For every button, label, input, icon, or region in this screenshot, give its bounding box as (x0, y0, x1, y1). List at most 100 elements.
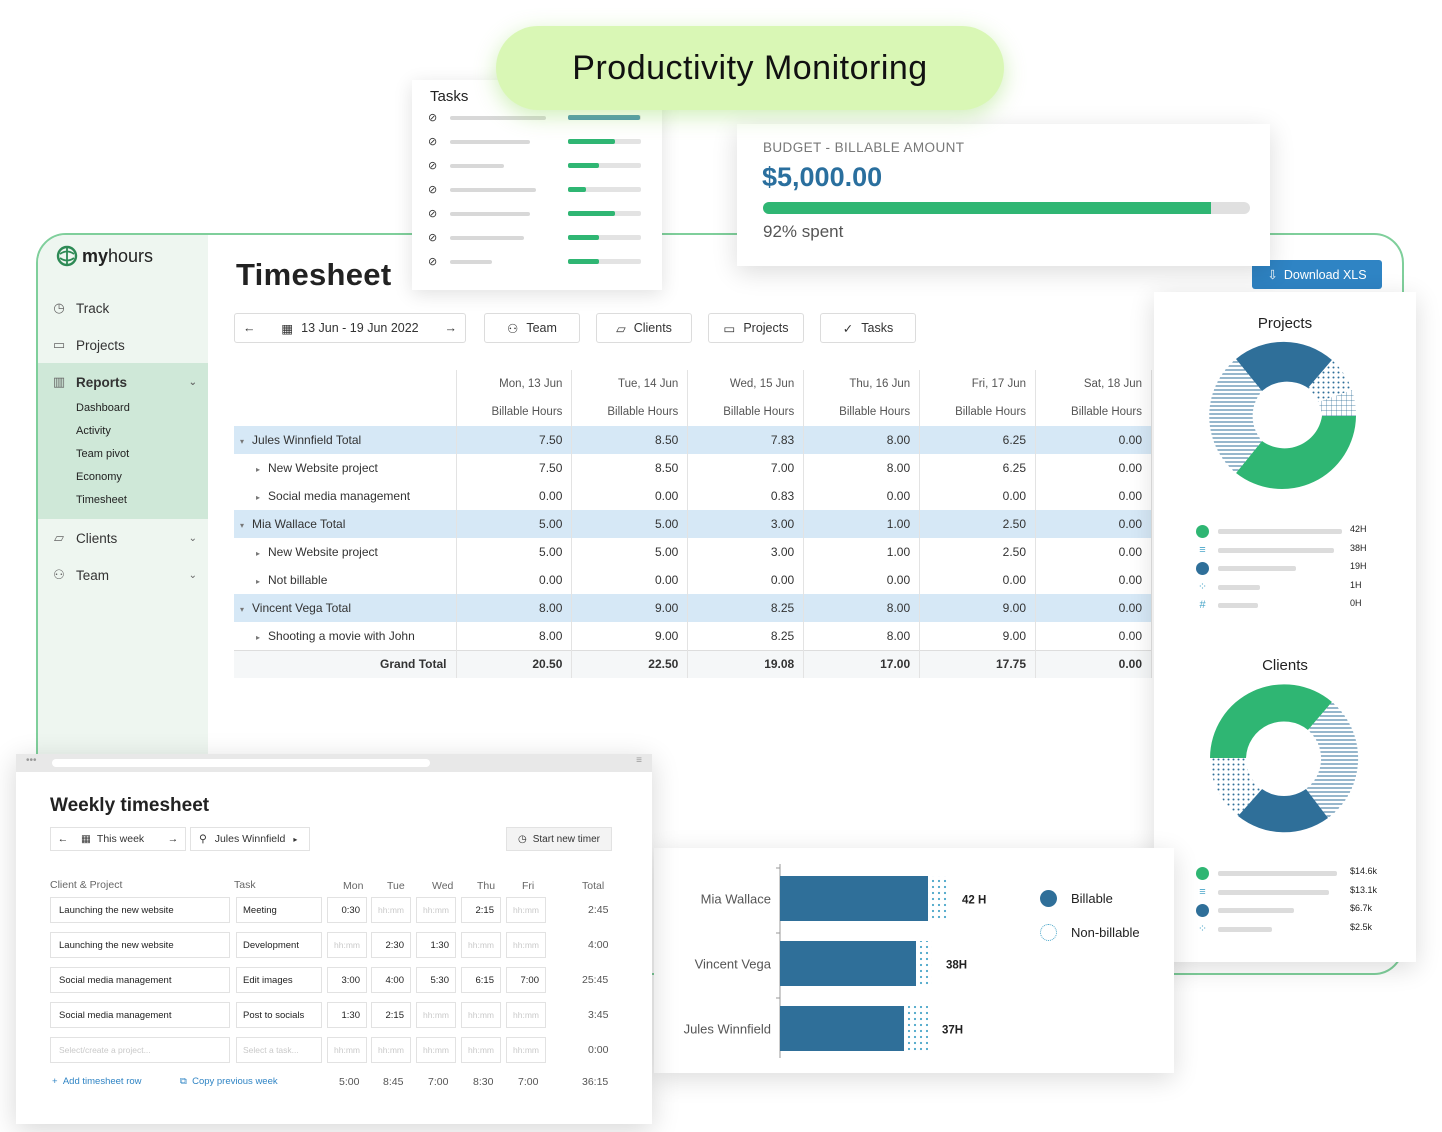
time-input[interactable]: hh:mm (461, 932, 501, 958)
time-input[interactable]: 7:00 (506, 967, 546, 993)
time-input[interactable]: hh:mm (416, 897, 456, 923)
time-input[interactable]: 6:15 (461, 967, 501, 993)
menu-icon[interactable]: ≡ (636, 755, 642, 766)
task-field[interactable]: Meeting (236, 897, 322, 923)
row-total: 2:45 (588, 904, 609, 916)
time-input[interactable]: hh:mm (371, 1037, 411, 1063)
project-row[interactable]: ▸ Shooting a movie with John 8.00 9.00 8.25 8… (234, 622, 1152, 650)
time-input[interactable]: hh:mm (506, 1002, 546, 1028)
calendar-icon: ▦ (281, 321, 294, 336)
arrow-left-icon[interactable]: ← (57, 833, 69, 845)
week-picker[interactable]: ← ▦ This week → (50, 827, 186, 851)
time-input[interactable]: hh:mm (506, 897, 546, 923)
project-field[interactable]: Launching the new website (50, 897, 230, 923)
arrow-right-icon[interactable]: → (444, 321, 458, 335)
check-circle-icon[interactable]: ⊘ (428, 256, 438, 268)
caret-right-icon[interactable]: ▸ (256, 493, 261, 502)
nav-reports[interactable]: ▥ Reports ⌄ (48, 367, 203, 397)
project-row[interactable]: ▸ New Website project 7.50 8.50 7.00 8.00 6.25… (234, 454, 1152, 482)
time-input[interactable]: hh:mm (506, 1037, 546, 1063)
person-total-row[interactable]: ▾ Mia Wallace Total 5.00 5.00 3.00 1.00 2.50 0.… (234, 510, 1152, 538)
project-field[interactable]: Select/create a project... (50, 1037, 230, 1063)
time-input-value: 1:30 (430, 939, 450, 951)
time-input[interactable]: hh:mm (327, 1037, 367, 1063)
time-input-value: hh:mm (334, 1045, 360, 1055)
caret-down-icon[interactable]: ▾ (240, 521, 245, 530)
filter-tasks-button[interactable]: ✓ Tasks (820, 313, 916, 343)
time-input[interactable]: 2:15 (461, 897, 501, 923)
row-label-text: Shooting a movie with John (268, 628, 415, 643)
copy-icon: ⧉ (180, 1076, 187, 1087)
nav-track[interactable]: ◷ Track (48, 293, 203, 323)
project-field[interactable]: Launching the new website (50, 932, 230, 958)
time-input[interactable]: hh:mm (506, 932, 546, 958)
caret-right-icon[interactable]: ▸ (256, 632, 261, 642)
time-input[interactable]: 3:00 (327, 967, 367, 993)
nav-projects[interactable]: ▭ Projects (48, 330, 203, 360)
task-progress-track (568, 187, 641, 192)
project-field[interactable]: Social media management (50, 1002, 230, 1028)
check-circle-icon[interactable]: ⊘ (428, 112, 438, 124)
filter-team-button[interactable]: ⚇ Team (484, 313, 580, 343)
filter-projects-button[interactable]: ▭ Projects (708, 313, 804, 343)
time-input[interactable]: 2:15 (371, 1002, 411, 1028)
task-field[interactable]: Select a task... (236, 1037, 322, 1063)
header-metric: Billable Hours (571, 398, 689, 426)
logo[interactable]: myhours (56, 245, 153, 267)
subnav-economy[interactable]: Economy (76, 471, 122, 483)
time-input[interactable]: hh:mm (327, 932, 367, 958)
check-circle-icon[interactable]: ⊘ (428, 208, 438, 220)
caret-right-icon[interactable]: ▸ (256, 577, 261, 586)
task-field[interactable]: Post to socials (236, 1002, 322, 1028)
hours-cell: 8.00 (803, 426, 921, 454)
task-field[interactable]: Edit images (236, 967, 322, 993)
legend-value: 1H (1350, 579, 1362, 590)
person-total-row[interactable]: ▾ Vincent Vega Total 8.00 9.00 8.25 8.00 9.00 0… (234, 594, 1152, 622)
time-input[interactable]: hh:mm (416, 1002, 456, 1028)
check-circle-icon[interactable]: ⊘ (428, 232, 438, 244)
subnav-dashboard[interactable]: Dashboard (76, 402, 130, 414)
caret-right-icon[interactable]: ▸ (256, 465, 261, 474)
row-label: ▾ Vincent Vega Total (234, 594, 457, 622)
start-timer-button[interactable]: ◷ Start new timer (506, 827, 612, 851)
time-input[interactable]: 1:30 (327, 1002, 367, 1028)
time-input[interactable]: 1:30 (416, 932, 456, 958)
arrow-left-icon[interactable]: ← (243, 321, 256, 335)
subnav-team-pivot[interactable]: Team pivot (76, 448, 130, 460)
subnav-timesheet[interactable]: Timesheet (76, 494, 127, 506)
project-row[interactable]: ▸ Social media management 0.00 0.00 0.83 0.00… (234, 482, 1152, 510)
project-row[interactable]: ▸ New Website project 5.00 5.00 3.00 1.00 2.50… (234, 538, 1152, 566)
caret-down-icon[interactable]: ▾ (240, 437, 245, 446)
address-bar[interactable] (52, 759, 430, 767)
time-input[interactable]: hh:mm (461, 1002, 501, 1028)
person-total-row[interactable]: ▾ Jules Winnfield Total 7.50 8.50 7.83 8.00 6.… (234, 426, 1152, 454)
check-circle-icon[interactable]: ⊘ (428, 184, 438, 196)
time-input[interactable]: 4:00 (371, 967, 411, 993)
caret-down-icon[interactable]: ▾ (240, 605, 245, 614)
project-row[interactable]: ▸ Not billable 0.00 0.00 0.00 0.00 0.00 0.00 (234, 566, 1152, 594)
nav-team[interactable]: ⚇ Team ⌄ (48, 560, 203, 590)
caret-right-icon[interactable]: ▸ (256, 549, 261, 558)
check-circle-icon[interactable]: ⊘ (428, 136, 438, 148)
date-range-picker[interactable]: ← ▦ 13 Jun - 19 Jun 2022 → (234, 313, 466, 343)
time-input[interactable]: 5:30 (416, 967, 456, 993)
user-picker[interactable]: ⚲ Jules Winnfield ▸ (190, 827, 310, 851)
filter-clients-button[interactable]: ▱ Clients (596, 313, 692, 343)
task-field[interactable]: Development (236, 932, 322, 958)
download-xls-button[interactable]: ⇩ Download XLS (1252, 260, 1382, 289)
nav-clients[interactable]: ▱ Clients ⌄ (48, 523, 203, 553)
time-input[interactable]: hh:mm (371, 897, 411, 923)
copy-prev-button[interactable]: ⧉ Copy previous week (180, 1076, 278, 1087)
subnav-activity[interactable]: Activity (76, 425, 111, 437)
window-titlebar: ••• ≡ (16, 754, 652, 772)
budget-progress-track (763, 202, 1250, 214)
time-input[interactable]: 2:30 (371, 932, 411, 958)
time-input[interactable]: hh:mm (461, 1037, 501, 1063)
arrow-right-icon[interactable]: → (167, 833, 179, 845)
check-circle-icon[interactable]: ⊘ (428, 160, 438, 172)
time-input[interactable]: 0:30 (327, 897, 367, 923)
project-field[interactable]: Social media management (50, 967, 230, 993)
add-row-button[interactable]: + Add timesheet row (52, 1076, 142, 1087)
more-dots-icon[interactable]: ••• (26, 755, 37, 766)
time-input[interactable]: hh:mm (416, 1037, 456, 1063)
